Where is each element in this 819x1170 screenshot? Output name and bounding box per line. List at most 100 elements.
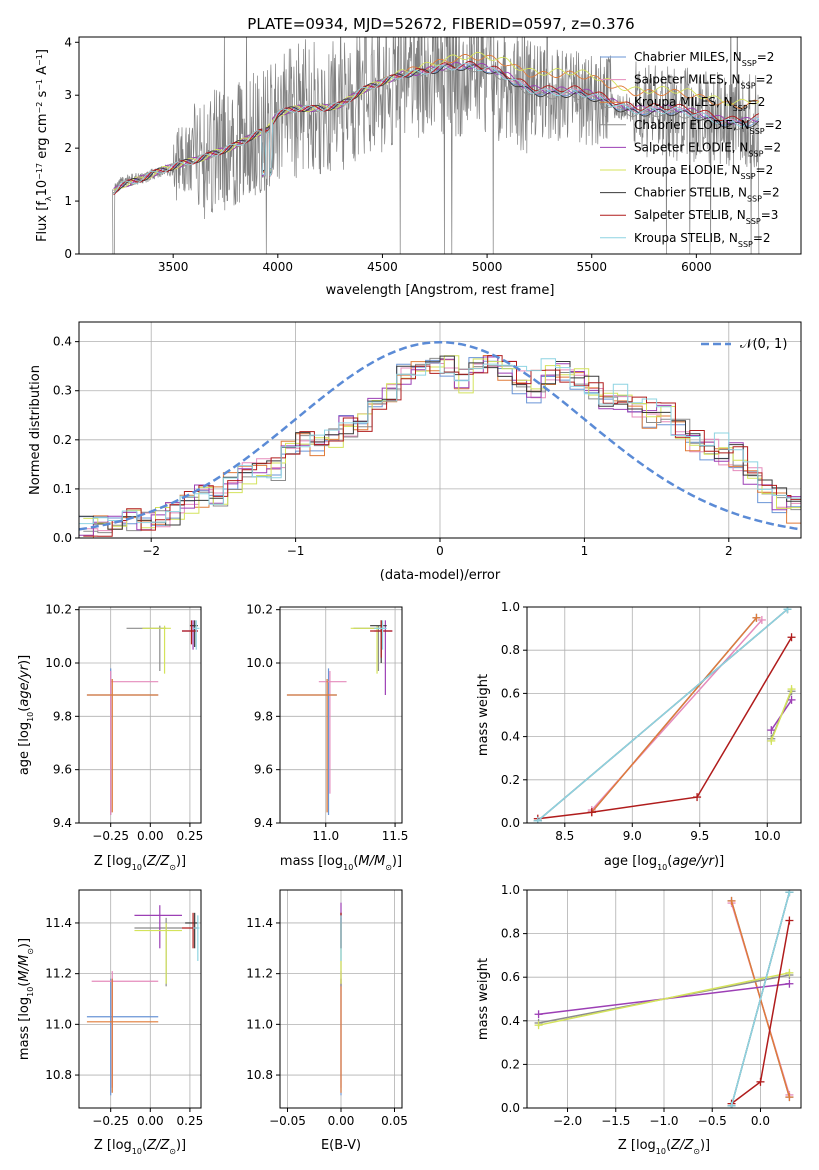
label-part: 10: [35, 180, 50, 197]
axes-frame: [279, 606, 403, 824]
label-part: SSP: [733, 104, 748, 113]
label-part: )]: [700, 1138, 710, 1153]
label-part: A: [35, 66, 50, 79]
axes-frame: [279, 889, 403, 1109]
x-tick-label: 0: [436, 544, 444, 558]
y-tick-label: 10.8: [45, 1068, 72, 1082]
y-tick-label: 0.2: [501, 773, 520, 787]
y-axis-label: mass weight: [476, 958, 491, 1040]
label-part: Chabrier ELODIE, N: [634, 118, 750, 132]
label-part: )]: [392, 854, 402, 869]
plot-area: [112, 37, 760, 254]
y-tick-label: 0: [64, 247, 72, 261]
y-tick-label: 0.0: [501, 816, 520, 830]
histogram-step: [83, 360, 801, 532]
label-part: )]: [176, 854, 186, 869]
weight-line: [770, 688, 793, 742]
axes-frame: [78, 606, 202, 824]
model-spectrum-line: [113, 64, 760, 193]
histogram-step: [79, 358, 801, 525]
label-part: (: [17, 982, 32, 987]
label-part: SSP: [738, 239, 753, 248]
y-tick-label: 11.0: [45, 1017, 72, 1031]
y-tick-label: 11.2: [45, 967, 72, 981]
residuals-axes: −2 −1 0 1 2 0.0 0.1 0.2 0.3 0.4 (data-model)/error…: [28, 321, 802, 583]
label-part: Z [log: [94, 854, 132, 869]
label-part: Flux [f: [35, 201, 50, 242]
y-tick-label: 0.0: [501, 1101, 520, 1115]
x-axis-label: Z [log10(Z/Z⊙)]: [618, 1138, 710, 1156]
weight-line: [730, 892, 791, 1106]
label-part: Z [log: [94, 1138, 132, 1153]
label-part: SSP: [748, 149, 763, 158]
y-tick-label: 0.0: [53, 531, 72, 545]
model-spectrum-line: [113, 62, 760, 195]
y-tick-label: 9.4: [53, 816, 72, 830]
legend-label: Kroupa ELODIE, NSSP=2: [634, 163, 773, 181]
label-part: Salpeter MILES, N: [634, 73, 741, 87]
label-part: 10: [657, 863, 667, 872]
label-part: −17: [35, 163, 44, 180]
label-part: (: [142, 1138, 147, 1153]
label-part: Salpeter STELIB, N: [634, 208, 746, 222]
histogram-step: [83, 355, 801, 529]
x-tick-label: 4000: [263, 260, 294, 274]
axes-frame: [78, 321, 802, 539]
label-part: Salpeter ELODIE, N: [634, 140, 748, 154]
y-tick-label: 10.0: [45, 656, 72, 670]
label-part: age [log: [17, 722, 32, 775]
plot-area: [527, 890, 801, 1108]
y-tick-label: 4: [64, 35, 72, 49]
y-tick-label: 11.4: [246, 916, 273, 930]
label-part: ]: [35, 49, 50, 54]
legend-label: Salpeter STELIB, NSSP=3: [634, 208, 778, 226]
plot-area: [527, 607, 801, 823]
x-axis-label: (data-model)/error: [380, 568, 501, 583]
label-part: 10: [343, 863, 353, 872]
x-tick-label: −0.25: [92, 1114, 129, 1128]
plot-area: [79, 607, 201, 823]
weight-line: [538, 972, 790, 1026]
x-tick-label: −1.0: [649, 1114, 678, 1128]
histogram-step: [83, 355, 801, 537]
x-tick-label: 4500: [367, 260, 398, 274]
y-tick-label: 3: [64, 88, 72, 102]
label-part: SSP: [747, 194, 762, 203]
x-axis-label: age [log10(age/yr)]: [604, 854, 724, 872]
mass-vs-EBV-axes: −0.05 0.00 0.05 10.8 11.0 11.2 11.4 E(B-V): [246, 889, 408, 1153]
y-axis-label: Flux [fλ10−17 erg cm−2 s−1 A−1]: [35, 49, 53, 242]
age-vs-mass-axes: 11.0 11.5 9.4 9.6 9.8 10.0 10.2 mass [log10(M/M…: [246, 603, 408, 872]
label-part: =2: [756, 73, 774, 87]
weight-line: [591, 617, 758, 813]
y-axis-label: mass [log10(M/M⊙)]: [17, 938, 35, 1060]
x-tick-label: −1.5: [601, 1114, 630, 1128]
weight-line: [537, 608, 788, 822]
label-part: )]: [714, 854, 724, 869]
label-part: (: [142, 854, 147, 869]
x-tick-label: 2: [725, 544, 733, 558]
legend-label: Salpeter ELODIE, NSSP=2: [634, 140, 781, 158]
label-part: −1: [35, 54, 44, 66]
x-tick-label: 11.0: [312, 829, 339, 843]
label-part: −1: [35, 79, 44, 91]
label-part: mass [log: [280, 854, 343, 869]
label-part: =2: [748, 95, 766, 109]
x-tick-label: 9.0: [623, 829, 642, 843]
x-tick-label: 5000: [472, 260, 503, 274]
x-tick-label: −2: [142, 544, 160, 558]
x-tick-label: 9.5: [690, 829, 709, 843]
data-spectrum: [112, 37, 760, 254]
y-tick-label: 0.4: [53, 335, 72, 349]
label-part: erg cm: [35, 113, 50, 162]
label-part: =2: [757, 50, 775, 64]
model-spectrum-line: [113, 51, 760, 190]
label-part: Chabrier MILES, N: [634, 50, 742, 64]
plot-area: [79, 322, 801, 538]
x-tick-label: −2.0: [553, 1114, 582, 1128]
y-axis-label: age [log10(age/yr)]: [17, 655, 35, 775]
axes-frame: [526, 889, 802, 1109]
label-part: λ: [44, 196, 53, 201]
y-tick-label: 0.4: [501, 1014, 520, 1028]
y-tick-label: 9.8: [53, 709, 72, 723]
